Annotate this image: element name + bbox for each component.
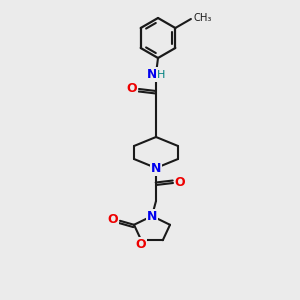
Text: N: N [151,161,161,175]
Text: O: O [175,176,185,188]
Text: O: O [135,238,146,251]
Text: N: N [147,209,157,223]
Text: O: O [127,82,137,94]
Text: H: H [157,70,165,80]
Text: N: N [147,68,157,80]
Text: O: O [108,213,118,226]
Text: CH₃: CH₃ [194,13,212,23]
